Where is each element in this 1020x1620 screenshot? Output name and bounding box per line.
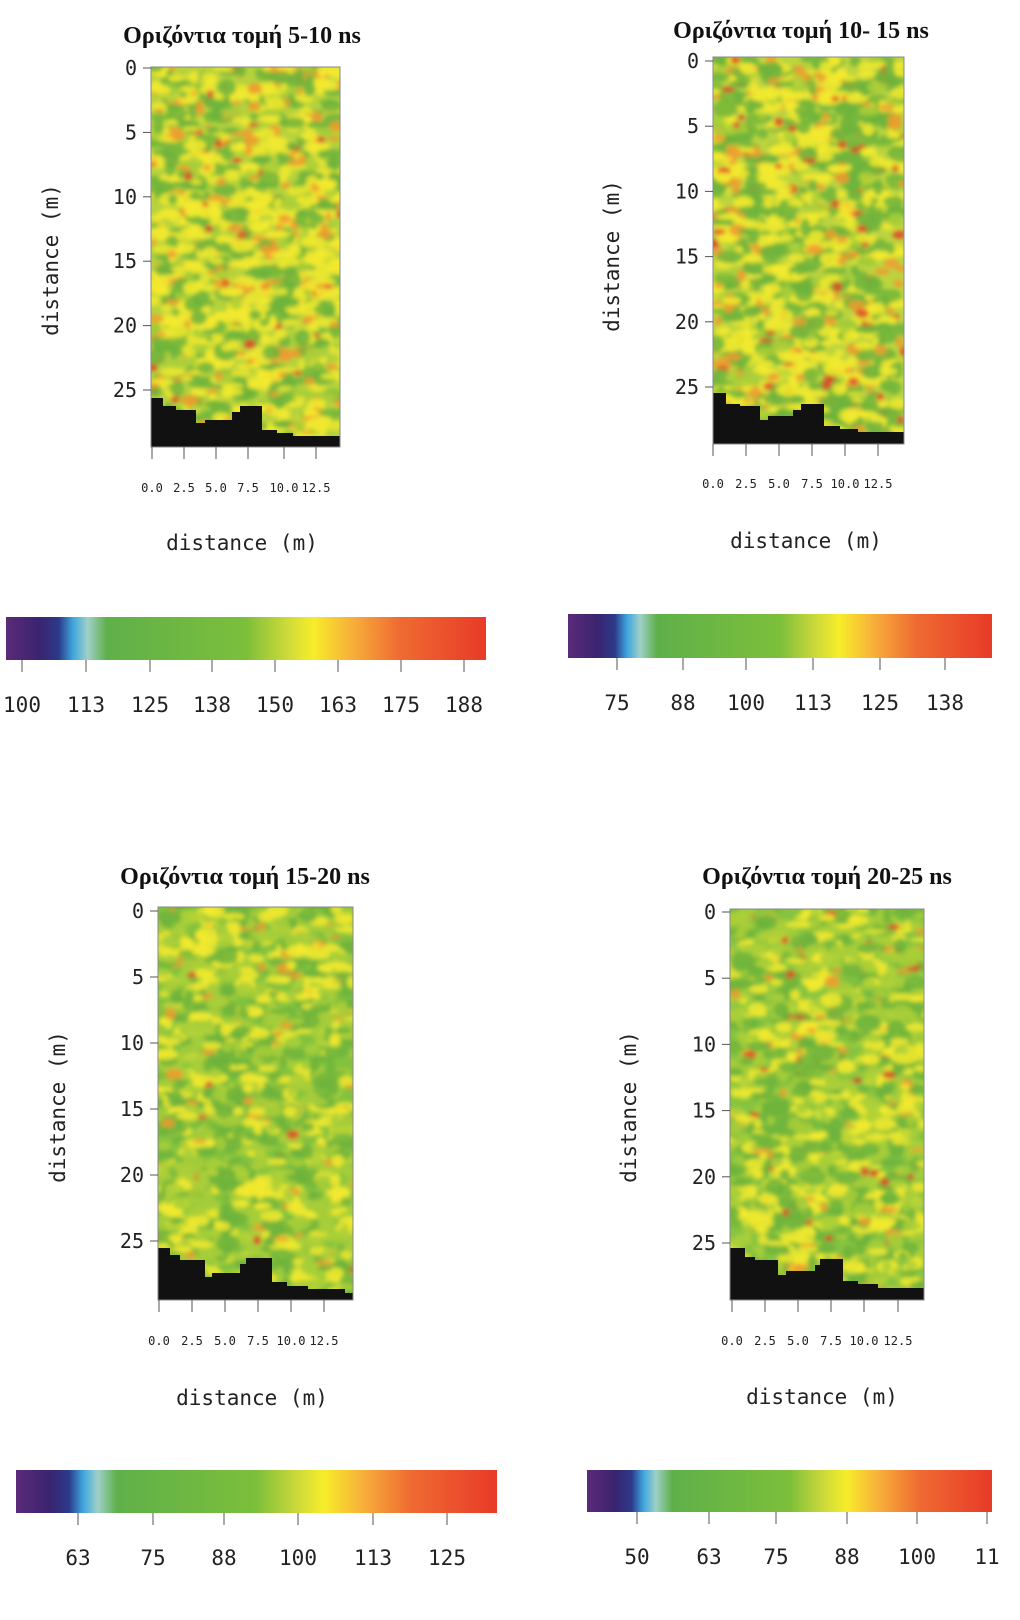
colorbar-tick-label: 63	[696, 1545, 721, 1569]
x-tick-label: 10.0	[277, 1334, 306, 1348]
colorbar	[568, 614, 992, 658]
y-axis-label: distance (m)	[39, 184, 63, 336]
y-tick-label: 20	[113, 314, 137, 338]
x-tick-label: 7.5	[247, 1334, 269, 1348]
panel-title: Οριζόντια τομή 5-10 ns	[123, 23, 361, 49]
y-tick-label: 20	[675, 310, 699, 334]
colorbar-tick-label: 75	[604, 691, 629, 715]
colorbar-tick-label: 100	[727, 691, 765, 715]
colorbar-tick-label: 88	[211, 1546, 236, 1570]
x-tick-label: 10.0	[270, 481, 299, 495]
y-tick-label: 25	[120, 1229, 144, 1253]
y-tick-label: 0	[704, 900, 716, 924]
colorbar-tick-label: 188	[445, 693, 483, 717]
x-tick-label: 2.5	[754, 1334, 776, 1348]
panel-title: Οριζόντια τομή 10- 15 ns	[673, 18, 929, 44]
panel-3: Οριζόντια τομή 15-20 ns 0 5 10 15 20 25 0.0 2.5 5…	[16, 864, 497, 1570]
x-tick-label: 0.0	[721, 1334, 743, 1348]
y-tick-label: 25	[675, 375, 699, 399]
y-tick-label: 5	[132, 965, 144, 989]
panel-title: Οριζόντια τομή 20-25 ns	[702, 864, 952, 890]
x-tick-label: 2.5	[735, 477, 757, 491]
colorbar-tick-label: 125	[131, 693, 169, 717]
colorbar-tick-label: 100	[279, 1546, 317, 1570]
y-tick-label: 20	[120, 1163, 144, 1187]
colorbar	[6, 617, 486, 660]
y-axis-label: distance (m)	[600, 180, 624, 332]
y-axis-label: distance (m)	[617, 1031, 641, 1183]
panel-2: Οριζόντια τομή 10- 15 ns 0 5 10 15 20 25 0.0 2.5…	[568, 18, 992, 715]
x-tick-label: 5.0	[787, 1334, 809, 1348]
y-tick-label: 15	[675, 245, 699, 269]
x-tick-label: 0.0	[141, 481, 163, 495]
y-tick-label: 15	[120, 1097, 144, 1121]
x-tick-label: 7.5	[237, 481, 259, 495]
y-tick-label: 5	[687, 114, 699, 138]
colorbar-tick-label: 125	[861, 691, 899, 715]
x-tick-label: 12.5	[302, 481, 331, 495]
x-tick-label: 12.5	[310, 1334, 339, 1348]
y-tick-label: 25	[113, 378, 137, 402]
y-tick-label: 10	[113, 185, 137, 209]
colorbar-tick-label: 11	[974, 1545, 999, 1569]
y-tick-label: 20	[692, 1165, 716, 1189]
colorbar-tick-label: 75	[140, 1546, 165, 1570]
colorbar-tick-label: 63	[65, 1546, 90, 1570]
y-tick-label: 10	[675, 179, 699, 203]
colorbar-tick-label: 50	[624, 1545, 649, 1569]
y-tick-label: 0	[132, 899, 144, 923]
x-axis-label: distance (m)	[730, 529, 882, 553]
colorbar	[16, 1470, 497, 1513]
panel-title: Οριζόντια τομή 15-20 ns	[120, 864, 370, 890]
x-tick-label: 7.5	[801, 477, 823, 491]
x-tick-label: 7.5	[820, 1334, 842, 1348]
colorbar-tick-label: 175	[382, 693, 420, 717]
x-tick-label: 2.5	[173, 481, 195, 495]
y-tick-label: 10	[120, 1031, 144, 1055]
y-tick-label: 0	[125, 56, 137, 80]
y-tick-label: 5	[125, 120, 137, 144]
y-tick-label: 5	[704, 966, 716, 990]
colorbar-tick-label: 138	[193, 693, 231, 717]
panel-1: Οριζόντια τομή 5-10 ns 0 5 10 15 20 25 0.0 2.5 5.…	[3, 23, 486, 717]
colorbar-tick-label: 100	[3, 693, 41, 717]
x-axis-label: distance (m)	[746, 1385, 898, 1409]
colorbar-tick-label: 113	[794, 691, 832, 715]
x-tick-label: 5.0	[768, 477, 790, 491]
x-tick-label: 10.0	[831, 477, 860, 491]
y-tick-label: 25	[692, 1231, 716, 1255]
y-tick-label: 15	[692, 1099, 716, 1123]
x-tick-label: 2.5	[181, 1334, 203, 1348]
x-tick-label: 5.0	[205, 481, 227, 495]
colorbar-tick-label: 163	[319, 693, 357, 717]
colorbar-tick-label: 125	[428, 1546, 466, 1570]
colorbar-tick-label: 150	[256, 693, 294, 717]
heatmap-texture	[140, 61, 353, 453]
y-axis-label: distance (m)	[46, 1031, 70, 1183]
x-axis-label: distance (m)	[176, 1386, 328, 1410]
colorbar-tick-label: 113	[354, 1546, 392, 1570]
x-tick-label: 12.5	[864, 477, 893, 491]
x-tick-label: 10.0	[850, 1334, 879, 1348]
colorbar	[587, 1470, 992, 1512]
colorbar-tick-label: 88	[670, 691, 695, 715]
colorbar-tick-label: 75	[763, 1545, 788, 1569]
y-tick-label: 0	[687, 49, 699, 73]
x-tick-label: 5.0	[214, 1334, 236, 1348]
colorbar-tick-label: 113	[67, 693, 105, 717]
x-axis-label: distance (m)	[166, 531, 318, 555]
panel-4: Οριζόντια τομή 20-25 ns 0 5 10 15 20 25 0.0 2.5 5…	[587, 864, 1000, 1569]
x-tick-label: 0.0	[148, 1334, 170, 1348]
colorbar-tick-label: 138	[926, 691, 964, 715]
x-tick-label: 0.0	[702, 477, 724, 491]
x-tick-label: 12.5	[884, 1334, 913, 1348]
y-tick-label: 10	[692, 1032, 716, 1056]
colorbar-tick-label: 88	[834, 1545, 859, 1569]
y-tick-label: 15	[113, 249, 137, 273]
colorbar-tick-label: 100	[898, 1545, 936, 1569]
